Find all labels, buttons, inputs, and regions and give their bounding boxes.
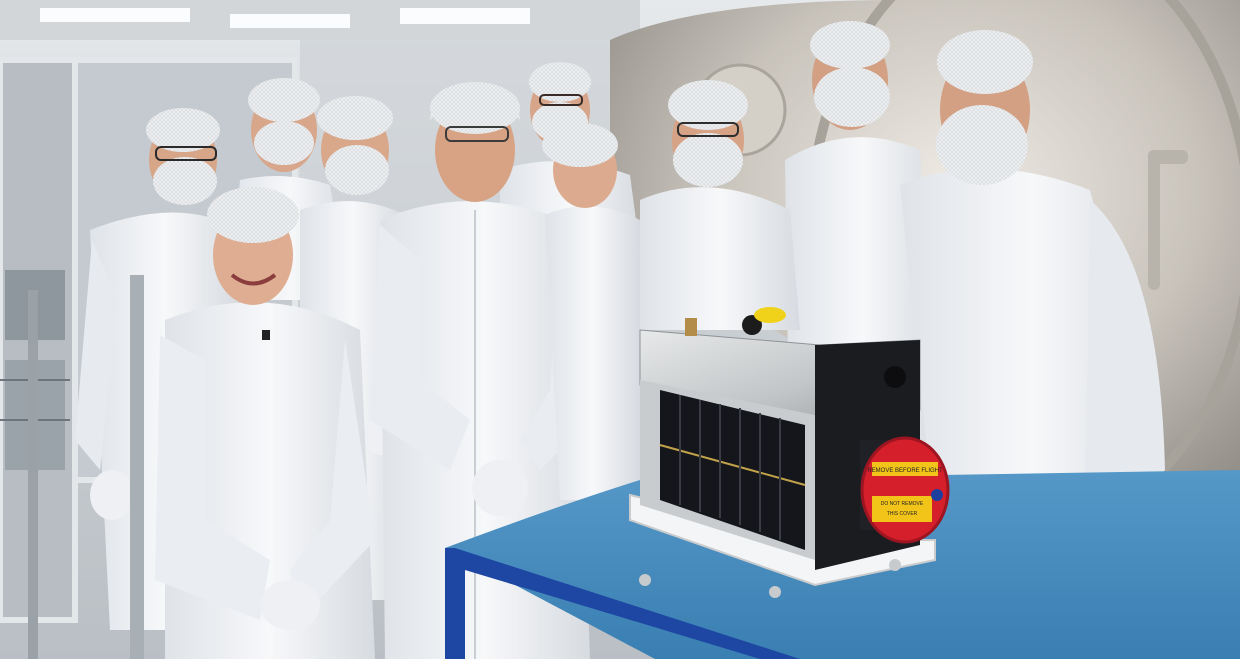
- cover-label-line1: REMOVE BEFORE FLIGHT: [867, 468, 943, 474]
- person-front-woman: [155, 187, 375, 659]
- remove-before-flight-cover: REMOVE BEFORE FLIGHT DO NOT REMOVE THIS …: [860, 436, 950, 544]
- person-middle-woman: [542, 123, 640, 500]
- cover-label-line3: THIS COVER: [887, 511, 918, 517]
- person-right-center: [640, 80, 800, 330]
- rack-pole: [28, 290, 38, 659]
- metal-pole: [130, 275, 144, 659]
- cover-label-line2: DO NOT REMOVE: [881, 501, 924, 507]
- solar-panel: [659, 390, 806, 550]
- person-right: [900, 30, 1165, 545]
- ceiling-lights: [0, 0, 640, 40]
